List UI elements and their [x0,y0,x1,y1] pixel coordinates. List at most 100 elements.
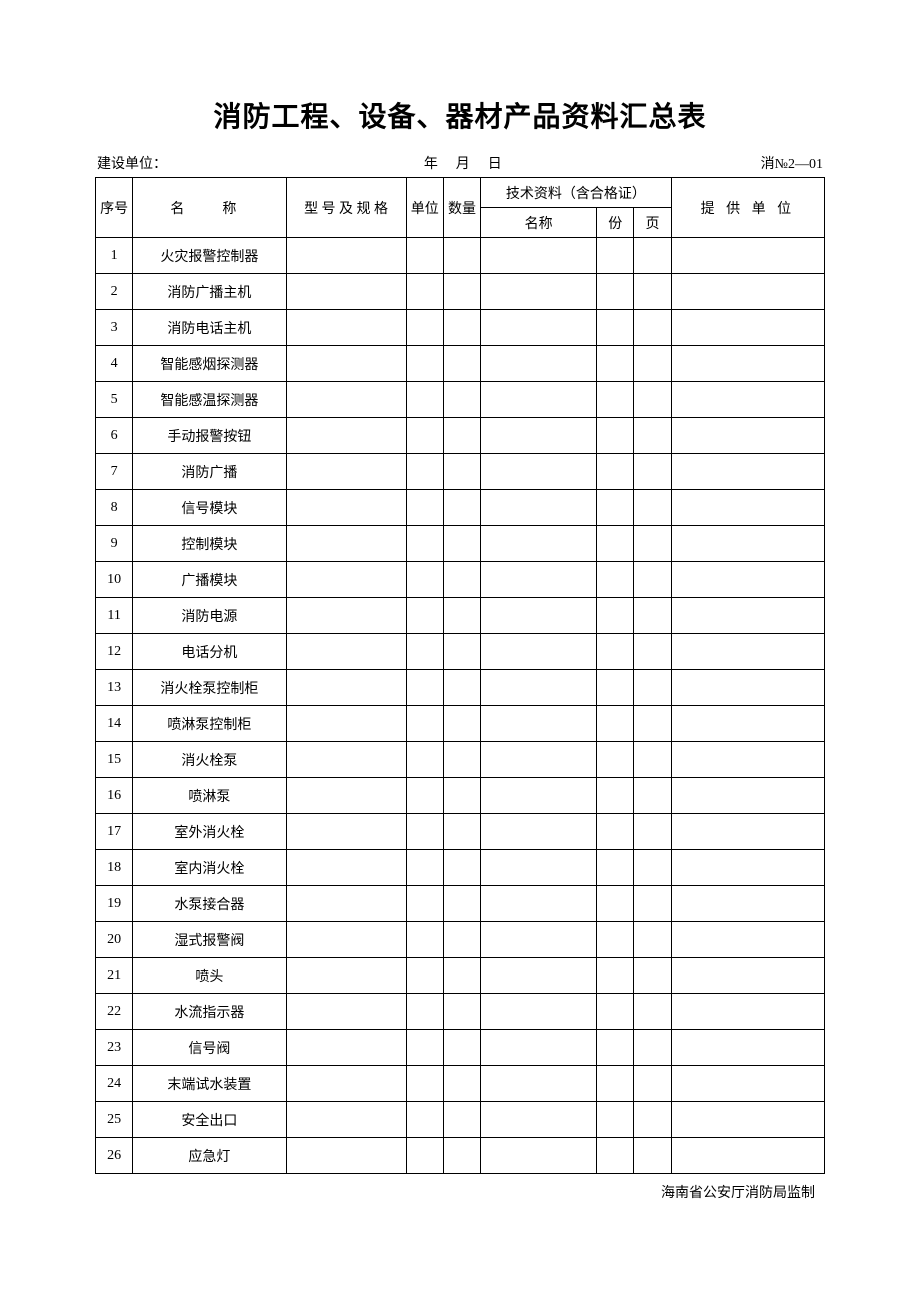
cell-model [286,490,406,526]
cell-supplier [671,958,824,994]
cell-name: 湿式报警阀 [133,922,286,958]
col-header-name: 名 称 [133,178,286,238]
cell-qty [443,634,480,670]
cell-tech-name [481,346,597,382]
cell-seq: 17 [96,814,133,850]
cell-model [286,1030,406,1066]
cell-model [286,310,406,346]
table-row: 23信号阀 [96,1030,825,1066]
cell-copies [597,922,634,958]
cell-copies [597,958,634,994]
cell-copies [597,382,634,418]
cell-unit [406,1066,443,1102]
cell-unit [406,742,443,778]
cell-model [286,670,406,706]
cell-supplier [671,238,824,274]
cell-supplier [671,778,824,814]
cell-tech-name [481,994,597,1030]
cell-name: 消防广播 [133,454,286,490]
cell-copies [597,1138,634,1174]
cell-copies [597,310,634,346]
col-header-model: 型 号 及 规 格 [286,178,406,238]
cell-qty [443,742,480,778]
table-row: 1火灾报警控制器 [96,238,825,274]
cell-name: 消火栓泵控制柜 [133,670,286,706]
table-row: 2消防广播主机 [96,274,825,310]
cell-pages [634,562,671,598]
cell-copies [597,418,634,454]
cell-pages [634,598,671,634]
cell-pages [634,886,671,922]
cell-qty [443,850,480,886]
cell-pages [634,742,671,778]
cell-supplier [671,310,824,346]
cell-model [286,1066,406,1102]
footer-text: 海南省公安厅消防局监制 [95,1182,825,1202]
cell-copies [597,1102,634,1138]
cell-tech-name [481,670,597,706]
cell-pages [634,526,671,562]
cell-pages [634,706,671,742]
cell-seq: 21 [96,958,133,994]
table-row: 21喷头 [96,958,825,994]
cell-supplier [671,1066,824,1102]
cell-name: 水流指示器 [133,994,286,1030]
cell-tech-name [481,1066,597,1102]
cell-tech-name [481,922,597,958]
cell-unit [406,382,443,418]
cell-copies [597,814,634,850]
cell-seq: 10 [96,562,133,598]
cell-name: 信号模块 [133,490,286,526]
cell-qty [443,1138,480,1174]
table-row: 15消火栓泵 [96,742,825,778]
cell-seq: 20 [96,922,133,958]
col-header-unit: 单位 [406,178,443,238]
cell-name: 室外消火栓 [133,814,286,850]
cell-supplier [671,526,824,562]
cell-pages [634,814,671,850]
cell-seq: 19 [96,886,133,922]
cell-seq: 14 [96,706,133,742]
cell-name: 手动报警按钮 [133,418,286,454]
cell-model [286,886,406,922]
cell-qty [443,958,480,994]
cell-supplier [671,886,824,922]
cell-seq: 15 [96,742,133,778]
cell-copies [597,562,634,598]
cell-seq: 23 [96,1030,133,1066]
cell-supplier [671,634,824,670]
construction-unit-label: 建设单位： [97,153,167,173]
cell-unit [406,1030,443,1066]
cell-unit [406,526,443,562]
table-row: 12电话分机 [96,634,825,670]
cell-seq: 4 [96,346,133,382]
cell-unit [406,346,443,382]
cell-model [286,346,406,382]
table-row: 16喷淋泵 [96,778,825,814]
cell-qty [443,994,480,1030]
header-row: 建设单位： 年 月 日 消№2—01 [95,153,825,173]
cell-tech-name [481,274,597,310]
cell-model [286,238,406,274]
cell-tech-name [481,598,597,634]
cell-qty [443,526,480,562]
cell-tech-name [481,778,597,814]
cell-supplier [671,418,824,454]
cell-seq: 3 [96,310,133,346]
cell-pages [634,490,671,526]
cell-tech-name [481,1138,597,1174]
cell-pages [634,958,671,994]
cell-supplier [671,1138,824,1174]
cell-copies [597,526,634,562]
table-row: 9控制模块 [96,526,825,562]
cell-qty [443,382,480,418]
table-row: 22水流指示器 [96,994,825,1030]
cell-supplier [671,346,824,382]
col-header-seq: 序号 [96,178,133,238]
cell-name: 消防电话主机 [133,310,286,346]
cell-pages [634,238,671,274]
cell-seq: 22 [96,994,133,1030]
cell-copies [597,238,634,274]
cell-tech-name [481,238,597,274]
cell-pages [634,634,671,670]
